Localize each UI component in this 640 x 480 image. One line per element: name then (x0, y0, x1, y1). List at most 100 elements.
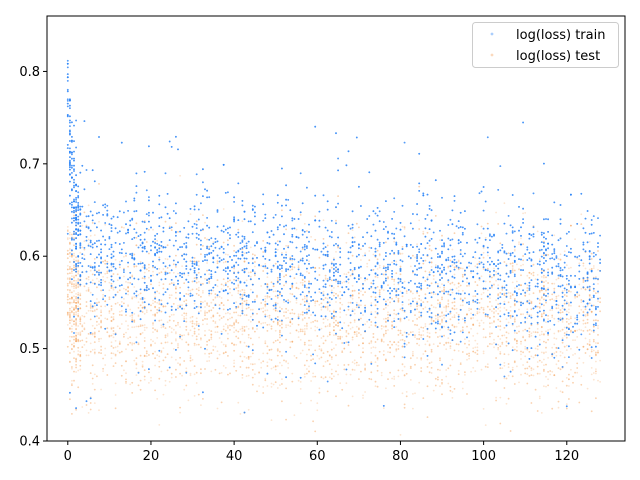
test-point (489, 322, 491, 325)
test-point (497, 343, 500, 346)
test-point (461, 289, 464, 292)
test-point (584, 267, 587, 270)
test-point (220, 297, 223, 299)
test-point (316, 320, 319, 323)
test-point (437, 368, 439, 371)
test-point (154, 389, 157, 392)
test-point (326, 255, 329, 258)
test-point (499, 351, 502, 353)
test-point (162, 393, 165, 396)
test-point (428, 336, 431, 338)
test-point (195, 324, 198, 326)
test-point (100, 305, 102, 308)
test-point (73, 344, 75, 347)
test-point (251, 352, 254, 355)
test-point (197, 286, 200, 289)
test-point (520, 358, 522, 360)
test-point (412, 353, 414, 355)
test-point (71, 379, 73, 382)
test-point (77, 278, 80, 280)
test-point (385, 358, 387, 360)
test-point (120, 314, 123, 316)
test-point (468, 340, 470, 342)
test-point (272, 290, 275, 293)
test-point (285, 244, 287, 247)
test-point (272, 320, 275, 323)
test-point (106, 260, 109, 263)
test-point (185, 341, 188, 344)
test-point (382, 353, 385, 356)
test-point (416, 342, 418, 345)
test-point (114, 407, 117, 410)
test-point (139, 388, 142, 391)
test-point (118, 266, 121, 269)
test-point (204, 306, 206, 308)
test-point (229, 329, 231, 331)
test-point (414, 334, 416, 337)
test-point (73, 276, 75, 279)
test-point (214, 322, 217, 324)
test-point (75, 268, 77, 270)
test-point (66, 301, 69, 304)
test-point (457, 373, 460, 376)
test-point (401, 392, 404, 395)
test-point (222, 352, 225, 355)
test-point (330, 341, 333, 343)
test-point (77, 350, 80, 352)
test-point (528, 335, 531, 338)
test-point (582, 300, 585, 303)
test-point (154, 328, 157, 331)
test-point (326, 305, 329, 308)
test-point (73, 301, 75, 303)
test-point (351, 338, 354, 341)
test-point (343, 368, 346, 371)
test-point (241, 333, 244, 336)
test-point (135, 374, 138, 376)
test-point (139, 325, 142, 327)
test-point (543, 270, 545, 272)
test-point (272, 308, 275, 311)
test-point (561, 328, 564, 331)
test-point (574, 321, 576, 324)
test-point (249, 363, 252, 365)
test-point (125, 380, 127, 383)
test-point (308, 272, 310, 274)
test-point (152, 327, 154, 330)
test-point (89, 350, 92, 353)
test-point (251, 383, 254, 386)
test-point (457, 289, 460, 292)
test-point (145, 355, 148, 358)
test-point (597, 324, 599, 327)
test-point (397, 297, 400, 300)
test-point (376, 258, 379, 261)
test-point (424, 270, 427, 273)
test-point (441, 393, 443, 396)
test-point (175, 331, 177, 333)
test-point (495, 279, 497, 282)
test-point (75, 259, 77, 262)
test-point (418, 381, 421, 384)
test-point (224, 323, 227, 326)
test-point (301, 319, 304, 322)
test-point (293, 312, 296, 315)
test-point (447, 367, 450, 370)
test-point (455, 307, 458, 310)
test-point (466, 325, 468, 328)
test-point (181, 314, 184, 316)
test-point (172, 320, 175, 322)
test-point (565, 377, 568, 379)
test-point (497, 294, 500, 297)
test-point (524, 212, 527, 214)
test-point (227, 373, 229, 376)
test-point (518, 241, 520, 244)
test-point (104, 260, 107, 262)
test-point (206, 303, 209, 306)
test-point (127, 286, 129, 289)
test-point (204, 237, 206, 239)
test-point (310, 399, 312, 402)
test-point (262, 352, 265, 355)
test-point (351, 294, 354, 297)
test-point (69, 360, 71, 363)
test-point (206, 302, 209, 305)
test-point (85, 404, 88, 406)
